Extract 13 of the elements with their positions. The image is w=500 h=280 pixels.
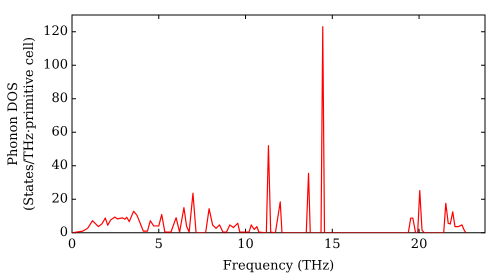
y-tick-label: 100 [43,58,68,73]
x-tick-label: 5 [154,236,163,252]
y-tick-label: 40 [51,158,68,174]
x-tick-label: 15 [324,236,341,252]
x-axis-title: Frequency (THz) [222,258,334,274]
x-tick-label: 20 [410,236,428,252]
x-tick-label: 10 [237,236,254,252]
y-tick-label: 120 [43,24,68,40]
y-tick-label: 20 [51,192,68,207]
y-tick-label: 80 [51,91,68,106]
y-tick-label: 0 [60,225,68,240]
y-axis-title: Phonon DOS (States/THz·primitive cell) [6,36,37,211]
y-tick-label: 60 [51,124,68,140]
